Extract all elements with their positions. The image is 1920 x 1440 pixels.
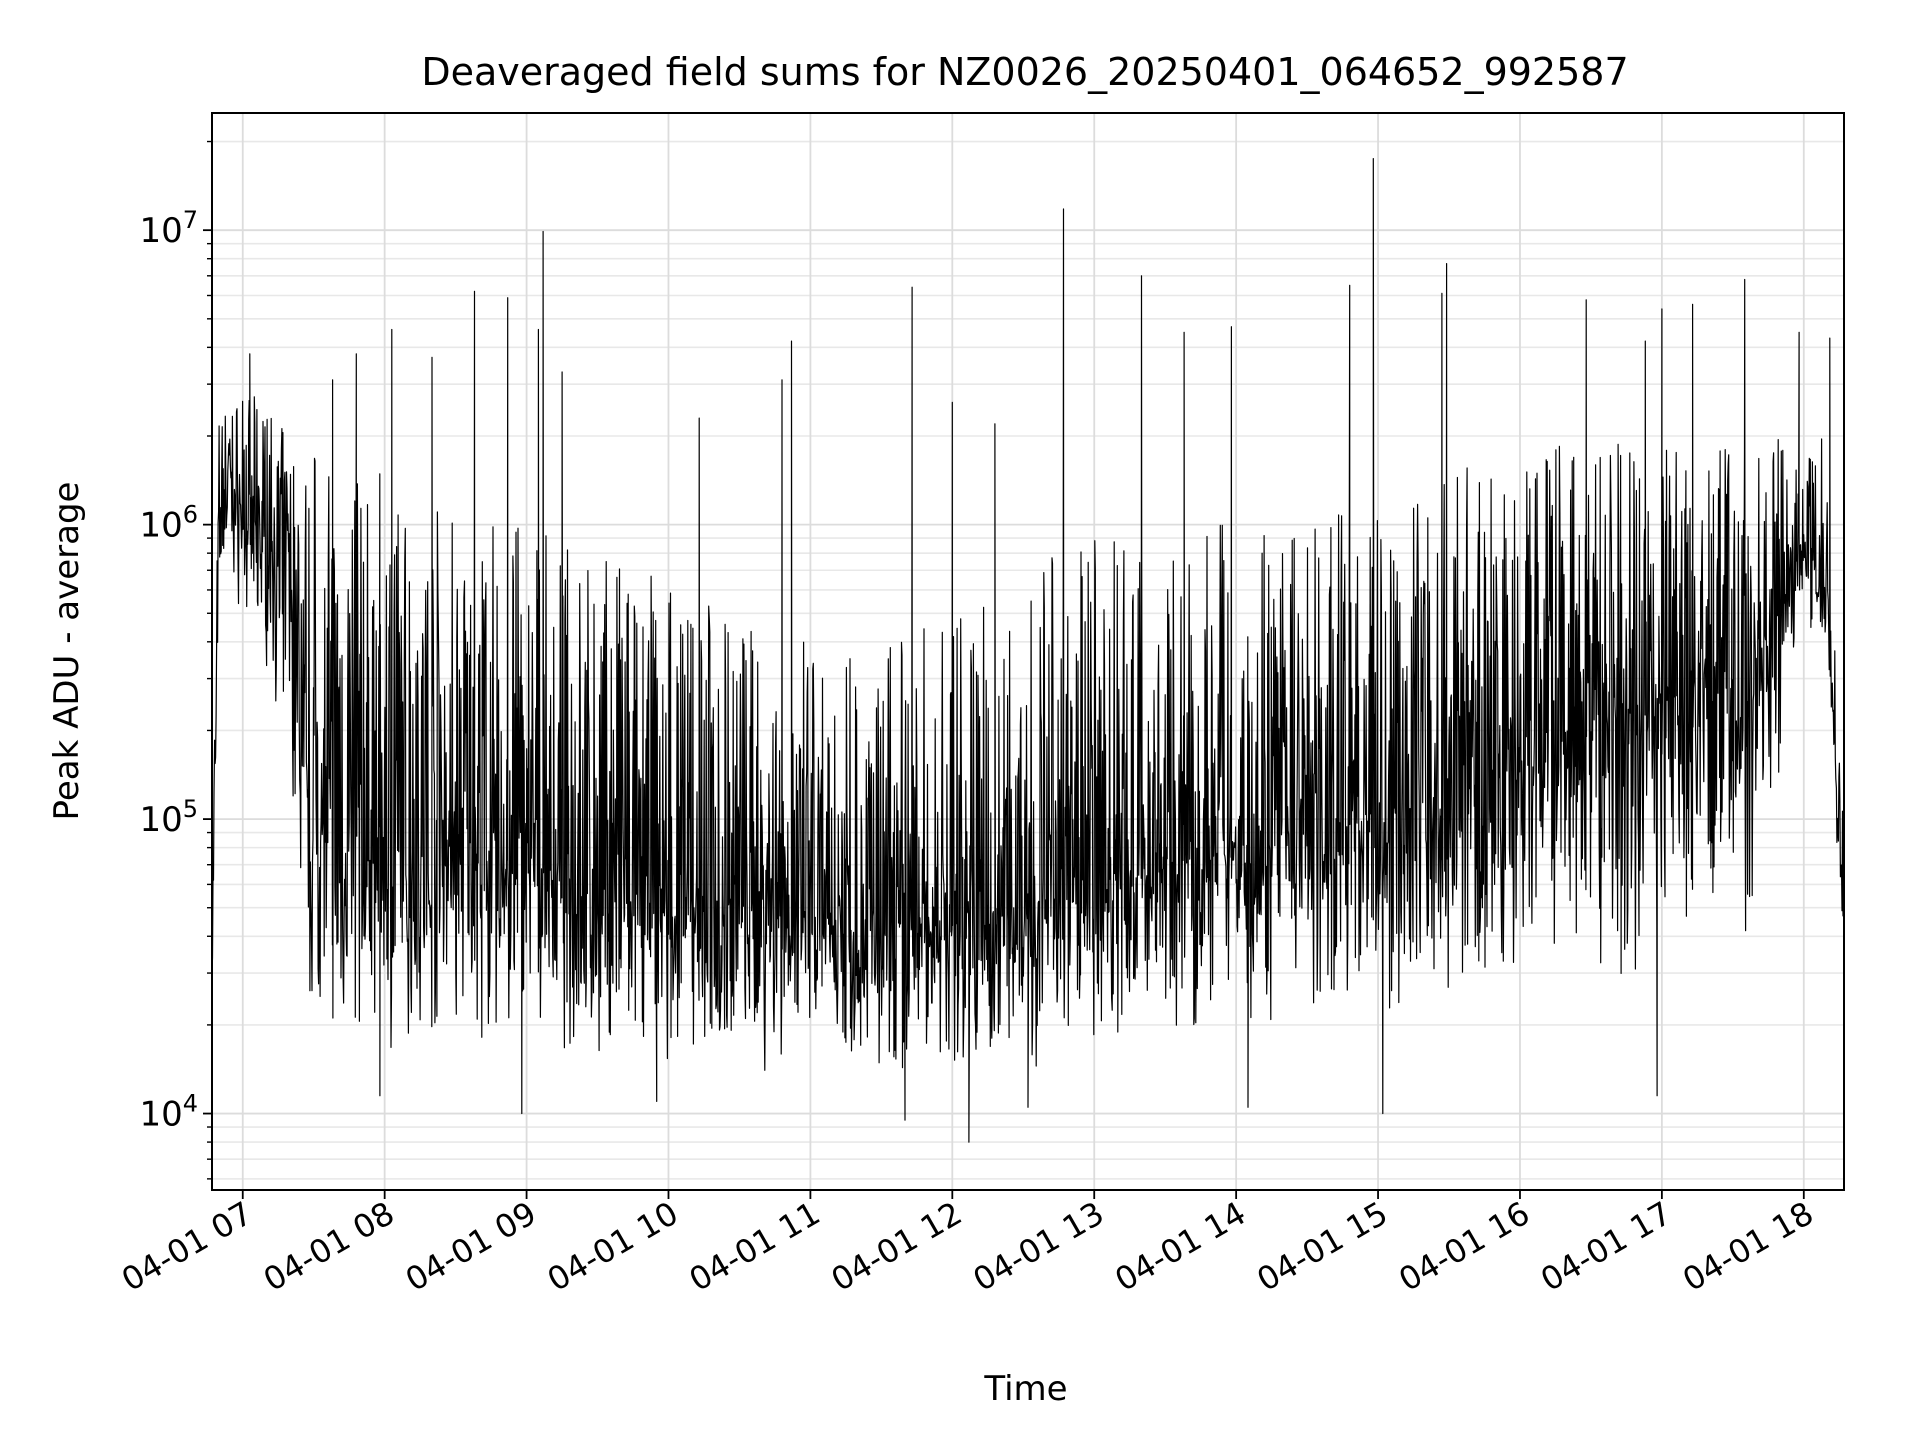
y-tick-label: 107 — [139, 206, 198, 251]
y-axis-label: Peak ADU - average — [47, 482, 87, 821]
y-axis: 104 105 106 107 — [139, 140, 212, 1180]
series-line — [211, 158, 1845, 1143]
plot-area — [211, 112, 1845, 1191]
x-axis-label: Time — [983, 1369, 1067, 1409]
y-tick-label: 105 — [139, 795, 198, 840]
chart-title: Deaveraged field sums for NZ0026_2025040… — [421, 50, 1628, 94]
y-tick-label: 106 — [139, 501, 198, 546]
series-path — [211, 158, 1845, 1143]
y-tick-label: 104 — [139, 1090, 198, 1135]
plot-frame — [211, 112, 1845, 1191]
